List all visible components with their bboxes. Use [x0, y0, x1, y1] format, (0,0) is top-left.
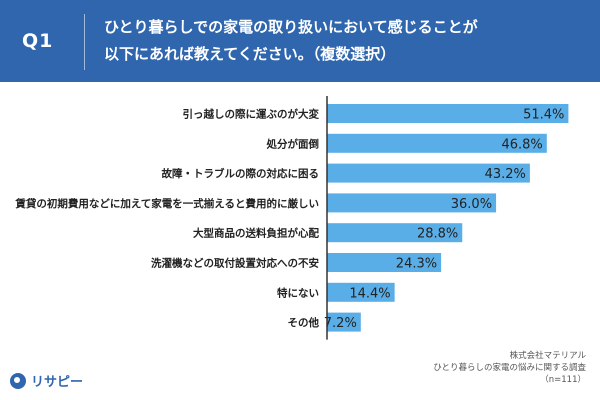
pin-icon [10, 372, 26, 389]
value-label: 24.3% [396, 257, 437, 272]
question-number: Q1 [22, 30, 54, 52]
bar-chart: 引っ越しの際に運ぶのが大変 51.4% 処分が面倒 46.8% 故障・トラブルの際の対応… [14, 96, 569, 340]
category-label: 故障・トラブルの際の対応に困る [162, 167, 320, 180]
value-label: 7.2% [324, 316, 357, 331]
bar [327, 312, 361, 332]
category-label: 引っ越しの際に運ぶのが大変 [183, 108, 320, 121]
value-label: 46.8% [501, 137, 542, 152]
category-label: 賃貸の初期費用などに加えて家電を一式揃えると費用的に厳しい [14, 197, 319, 210]
category-label: 特にない [277, 286, 319, 299]
category-label: 大型商品の送料負担が心配 [193, 227, 319, 240]
value-label: 14.4% [349, 286, 390, 301]
category-label: 処分が面倒 [266, 137, 320, 150]
bar [327, 253, 442, 272]
category-label: その他 [288, 316, 320, 329]
question-line-2: 以下にあれば教えてください。（複数選択） [104, 45, 396, 63]
source-sample-size: （n=111） [540, 375, 586, 385]
brand-logo: リサピー [10, 371, 83, 390]
category-label: 洗濯機などの取付設置対応への不安 [151, 257, 319, 270]
bar [327, 282, 395, 302]
logo-text: リサピー [31, 375, 84, 390]
source-company: 株式会社マテリアル [509, 351, 586, 361]
value-label: 51.4% [523, 108, 564, 123]
header-divider [84, 14, 85, 70]
value-label: 36.0% [451, 197, 492, 212]
bar [327, 193, 497, 213]
bar [327, 133, 547, 153]
bar [327, 104, 569, 123]
source-survey: ひとり暮らしの家電の悩みに関する調査 [433, 363, 586, 373]
question-line-1: ひとり暮らしでの家電の取り扱いにおいて感じることが [104, 18, 478, 36]
bar [327, 163, 530, 183]
source-note: 株式会社マテリアル ひとり暮らしの家電の悩みに関する調査 （n=111） [433, 350, 586, 386]
value-label: 28.8% [417, 227, 458, 242]
question-header: Q1 ひとり暮らしでの家電の取り扱いにおいて感じることが 以下にあれば教えてくだ… [0, 0, 600, 82]
value-label: 43.2% [485, 167, 526, 182]
bar [327, 223, 463, 243]
question-text: ひとり暮らしでの家電の取り扱いにおいて感じることが 以下にあれば教えてください。… [104, 14, 584, 68]
